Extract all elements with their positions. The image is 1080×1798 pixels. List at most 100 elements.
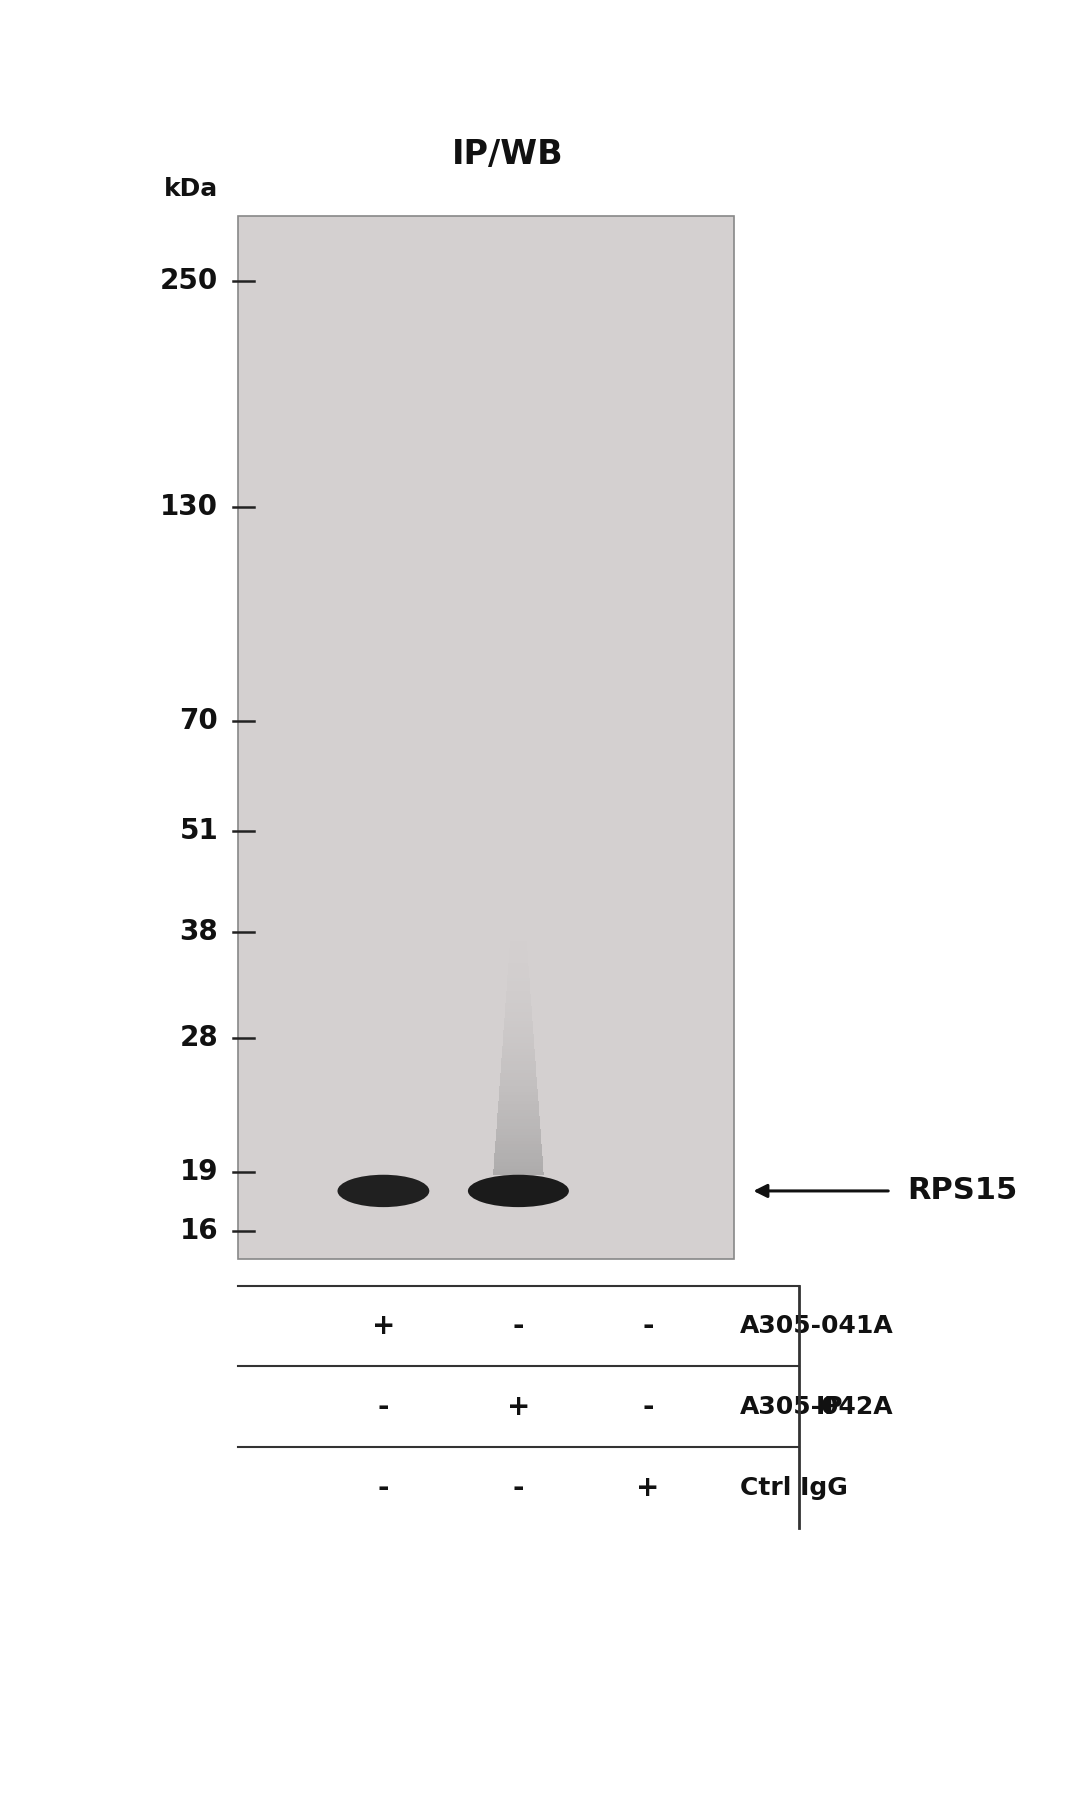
Bar [494,1160,543,1163]
Text: 38: 38 [179,919,218,946]
Text: +: + [636,1474,660,1501]
Bar [495,1144,542,1147]
Text: +: + [372,1313,395,1340]
Bar [508,978,529,982]
Bar [494,1172,543,1174]
Text: IP/WB: IP/WB [451,138,564,171]
Text: A305-041A: A305-041A [740,1314,893,1338]
Bar [505,1003,531,1005]
Bar [507,987,530,991]
Bar [498,1111,539,1113]
Bar [511,935,526,939]
Bar [509,953,528,957]
Bar [498,1108,539,1111]
Bar [507,994,530,996]
Text: A305-042A: A305-042A [740,1395,893,1419]
Bar [500,1077,537,1079]
Text: 28: 28 [179,1023,218,1052]
Bar [510,939,527,942]
Bar [494,1163,543,1165]
Bar [501,1057,536,1061]
Bar [509,960,528,964]
Text: 19: 19 [179,1158,218,1187]
Bar [505,1005,531,1009]
Bar [509,957,528,960]
Bar [495,1153,542,1156]
Bar [497,1122,540,1126]
Bar [509,966,528,969]
Bar [501,1061,536,1064]
Bar [508,973,529,975]
Bar [510,944,527,948]
Text: 250: 250 [160,268,218,295]
Bar [507,991,530,994]
Bar [505,1000,531,1003]
Bar [501,1064,536,1068]
Bar [503,1027,534,1030]
Bar [495,1147,542,1151]
Bar [500,1079,537,1082]
Bar [507,982,530,985]
Bar [494,1169,543,1172]
Bar [495,1151,542,1153]
Bar [508,975,529,978]
Text: -: - [643,1313,653,1340]
Bar [503,1034,534,1037]
Bar [509,964,528,966]
Bar [496,1142,541,1144]
Bar [505,996,531,1000]
Bar [496,1131,541,1135]
Bar [494,1165,543,1169]
Bar [504,1018,532,1021]
Bar [495,1156,542,1160]
Bar [508,969,529,973]
Ellipse shape [337,1174,429,1206]
Ellipse shape [468,1174,569,1206]
Bar [500,1082,537,1086]
Bar [504,1012,532,1016]
Bar [496,1135,541,1138]
Bar [499,1091,538,1095]
Text: 130: 130 [160,493,218,521]
Bar [499,1090,538,1091]
Bar [238,216,734,1259]
Bar [502,1043,535,1046]
Bar [501,1068,536,1070]
Text: 16: 16 [179,1217,218,1246]
Text: 51: 51 [179,816,218,845]
Bar [503,1037,534,1039]
Bar [497,1117,540,1120]
Bar [502,1052,535,1055]
Bar [497,1126,540,1129]
Bar [498,1100,539,1104]
Text: 70: 70 [179,707,218,735]
Bar [503,1030,534,1034]
Bar [505,1009,531,1012]
Bar [511,931,526,935]
Bar [500,1070,537,1073]
Text: +: + [507,1393,530,1420]
Bar [497,1120,540,1122]
Text: Ctrl IgG: Ctrl IgG [740,1476,848,1500]
Text: -: - [643,1393,653,1420]
Text: -: - [378,1393,389,1420]
Bar [504,1021,532,1025]
Bar [510,948,527,951]
Text: kDa: kDa [164,178,218,201]
Bar [502,1046,535,1048]
Text: -: - [513,1313,524,1340]
Bar [499,1095,538,1099]
Bar [498,1104,539,1108]
Text: -: - [513,1474,524,1501]
Bar [499,1086,538,1090]
Bar [498,1113,539,1117]
Bar [497,1129,540,1131]
Text: -: - [378,1474,389,1501]
Bar [504,1025,532,1027]
Bar [510,942,527,944]
Bar [504,1016,532,1018]
Bar [510,951,527,953]
Text: IP: IP [815,1395,842,1419]
Bar [500,1073,537,1077]
Bar [502,1048,535,1052]
